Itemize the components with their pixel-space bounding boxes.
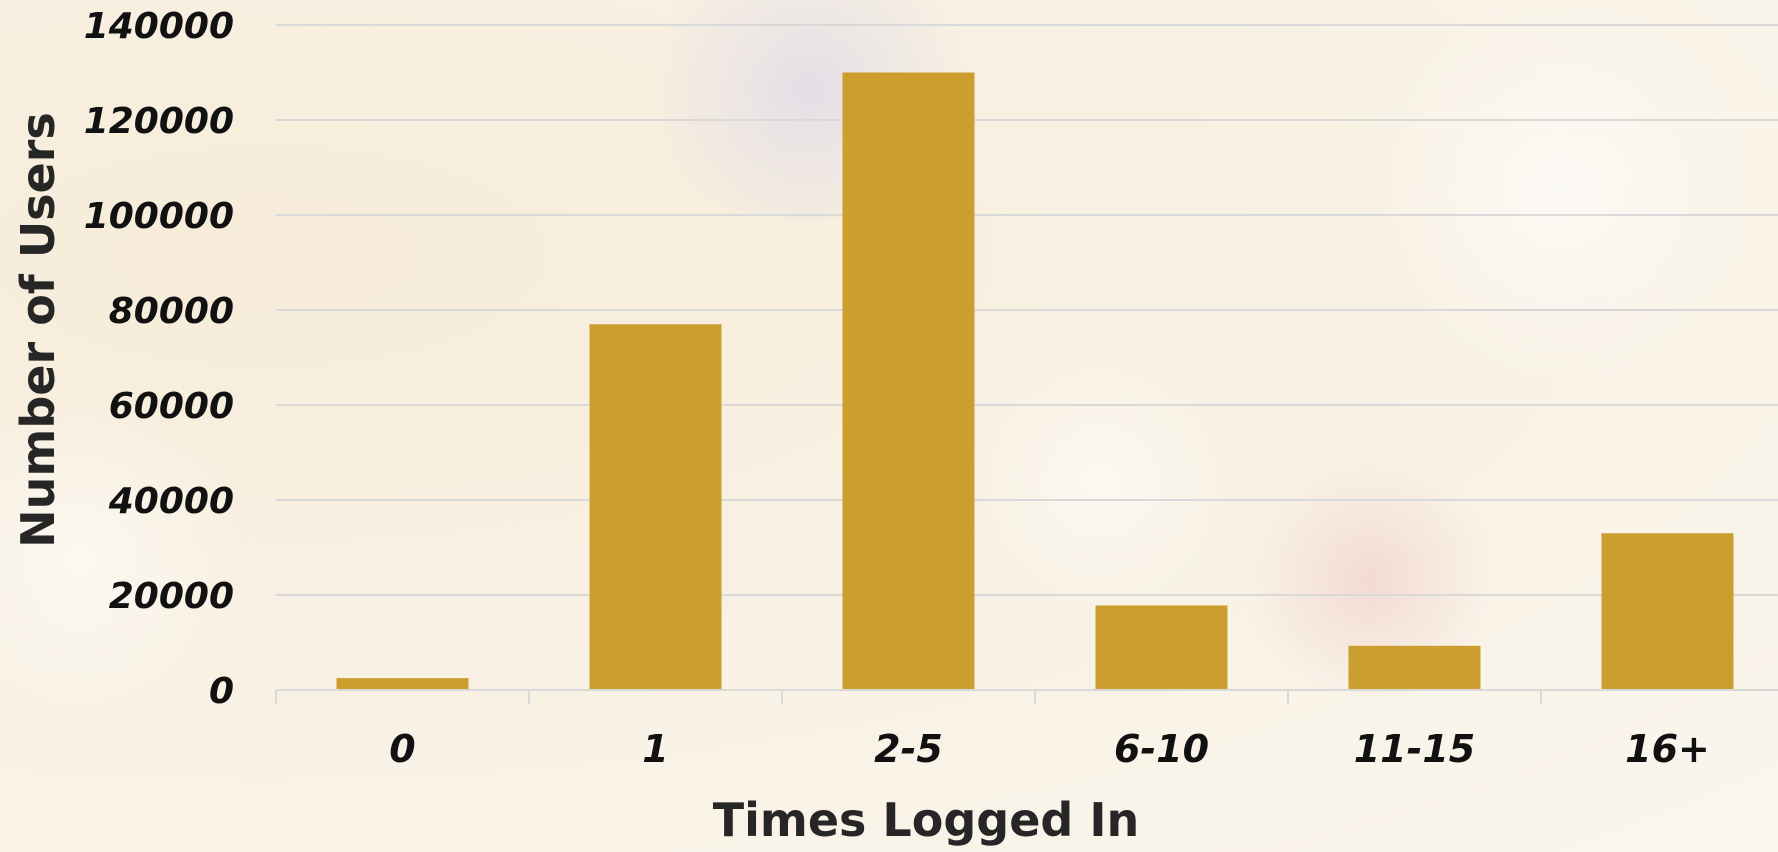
y-tick-label: 60000 bbox=[109, 386, 234, 427]
bar-2-5 bbox=[842, 72, 975, 690]
bar-0 bbox=[336, 678, 469, 690]
x-axis bbox=[275, 689, 1778, 704]
x-axis-title: Times Logged In bbox=[713, 793, 1139, 847]
bars bbox=[336, 72, 1734, 690]
y-tick-label: 80000 bbox=[109, 291, 234, 332]
y-tick-label: 100000 bbox=[84, 196, 234, 237]
bar-6-10 bbox=[1095, 605, 1228, 690]
y-tick-label: 140000 bbox=[84, 6, 234, 47]
x-tick-label: 16+ bbox=[1625, 727, 1710, 771]
x-tick-label: 1 bbox=[642, 727, 668, 771]
y-tick-label: 120000 bbox=[84, 101, 234, 142]
bar-11-15 bbox=[1348, 645, 1481, 690]
x-tick-labels: 0 1 2-5 6-10 11-15 16+ bbox=[389, 727, 1710, 771]
x-tick-label: 0 bbox=[389, 727, 415, 771]
y-tick-label: 20000 bbox=[109, 576, 234, 617]
bar-16+ bbox=[1601, 533, 1734, 690]
x-tick-label: 6-10 bbox=[1114, 727, 1209, 771]
gridlines bbox=[276, 24, 1778, 596]
y-tick-labels: 0 20000 40000 60000 80000 100000 120000 140000 bbox=[84, 6, 234, 712]
x-tick-label: 2-5 bbox=[874, 727, 943, 771]
y-tick-label: 0 bbox=[209, 671, 234, 712]
y-tick-label: 40000 bbox=[108, 481, 234, 522]
x-tick-label: 11-15 bbox=[1354, 727, 1476, 771]
y-axis-title: Number of Users bbox=[11, 112, 65, 548]
bar-1 bbox=[589, 324, 722, 690]
